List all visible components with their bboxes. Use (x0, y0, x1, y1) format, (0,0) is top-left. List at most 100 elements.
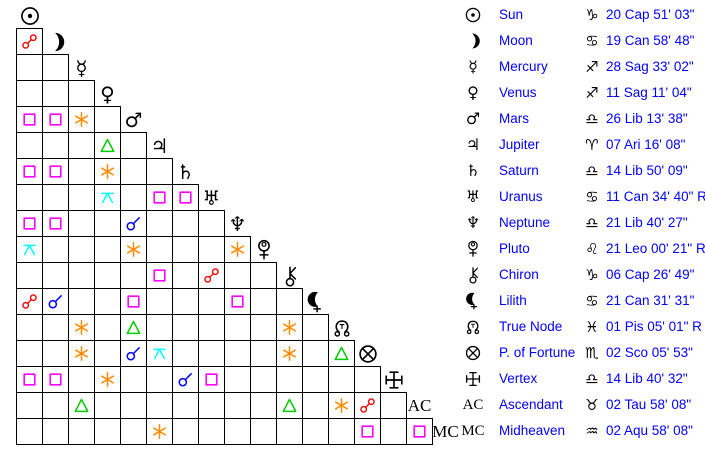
planet-name: Pluto (499, 241, 530, 256)
aspect-cell-venus-mercury (68, 80, 95, 107)
aspect-cell-MC-lilith (302, 418, 329, 445)
sextile-icon (281, 319, 298, 336)
diagonal-saturn-icon: ♄ (173, 159, 199, 185)
mc-label: MC (461, 422, 485, 439)
aspect-cell-mars-moon (42, 106, 69, 133)
pisces-icon: ♓ (585, 317, 599, 336)
aspect-cell-neptune-venus (94, 210, 121, 237)
aspect-cell-p-fortune-chiron (276, 340, 303, 367)
aspect-cell-true-node-mars (120, 314, 147, 341)
aspect-cell-pluto-sun (16, 236, 43, 263)
aspect-cell-jupiter-mercury (68, 132, 95, 159)
trine-icon (333, 345, 350, 362)
table-planet-glyph: AC (457, 392, 489, 418)
table-row-saturn: ♄ Saturn ♎ 14 Lib 50' 09" (455, 158, 705, 184)
aspect-cell-saturn-sun (16, 158, 43, 185)
planet-name: Midheaven (499, 423, 566, 438)
table-planet-glyph: ♅ (457, 184, 489, 210)
aspect-cell-true-node-mercury (68, 314, 95, 341)
libra-icon: ♎ (585, 369, 599, 388)
aspect-cell-vertex-neptune (224, 366, 251, 393)
diagonal-mars-icon: ♂ (121, 107, 147, 133)
aspect-cell-true-node-pluto (250, 314, 277, 341)
sextile-icon (229, 241, 246, 258)
aspect-cell-AC-vertex (380, 392, 407, 419)
uranus-icon: ♅ (465, 187, 481, 206)
conjunction-icon (47, 293, 64, 310)
table-row-mercury: ☿ Mercury ♐ 28 Sag 33' 02" (455, 54, 705, 80)
planet-position: 14 Lib 50' 09" (606, 163, 688, 178)
aquarius-icon: ♒ (585, 421, 599, 440)
aspect-cell-AC-moon (42, 392, 69, 419)
opposition-icon (21, 33, 38, 50)
aspect-cell-vertex-lilith (302, 366, 329, 393)
zodiac-sign-cell: ♋ (580, 184, 604, 210)
aspect-cell-MC-true-node (328, 418, 355, 445)
square-icon (411, 423, 428, 440)
aspect-cell-p-fortune-mars (120, 340, 147, 367)
mars-icon: ♂ (124, 107, 143, 132)
table-row-venus: ♀ Venus ♐ 11 Sag 11' 04" (455, 80, 705, 106)
sun-icon (19, 5, 41, 27)
aspect-cell-p-fortune-sun (16, 340, 43, 367)
aspect-cell-pluto-jupiter (146, 236, 173, 263)
planet-position: 11 Sag 11' 04" (606, 85, 692, 100)
pluto-icon (253, 239, 275, 261)
square-icon (21, 163, 38, 180)
planet-position: 02 Sco 05' 53" (606, 345, 693, 360)
aspect-cell-p-fortune-saturn (172, 340, 199, 367)
aspect-cell-MC-sun (16, 418, 43, 445)
aspect-cell-AC-true-node (328, 392, 355, 419)
trine-icon (73, 397, 90, 414)
table-planet-glyph: ♆ (457, 210, 489, 236)
zodiac-sign-cell: ♎ (580, 106, 604, 132)
aspect-cell-mars-venus (94, 106, 121, 133)
sextile-icon (73, 345, 90, 362)
opposition-icon (21, 293, 38, 310)
capricorn-icon: ♑ (585, 5, 599, 24)
aspect-cell-venus-moon (42, 80, 69, 107)
aspect-cell-chiron-saturn (172, 262, 199, 289)
aspect-cell-vertex-moon (42, 366, 69, 393)
diagonal-neptune-icon: ♆ (225, 211, 251, 237)
planet-name: Chiron (499, 267, 539, 282)
table-planet-glyph (457, 366, 489, 392)
aspect-cell-jupiter-mars (120, 132, 147, 159)
table-row-sun: Sun ♑ 20 Cap 51' 03" (455, 2, 705, 28)
planet-name: Mars (499, 111, 529, 126)
aspect-cell-mars-mercury (68, 106, 95, 133)
planet-position: 02 Aqu 58' 08" (606, 423, 693, 438)
sextile-icon (125, 241, 142, 258)
aspect-cell-true-node-moon (42, 314, 69, 341)
sextile-icon (99, 371, 116, 388)
aspect-cell-uranus-mercury (68, 184, 95, 211)
diagonal-sun-icon (17, 3, 43, 29)
aspect-cell-venus-sun (16, 80, 43, 107)
planet-name: Sun (499, 7, 524, 22)
square-icon (359, 423, 376, 440)
saturn-icon: ♄ (176, 159, 195, 184)
aspect-cell-true-node-saturn (172, 314, 199, 341)
zodiac-sign-cell: ♈ (580, 132, 604, 158)
planet-name: Mercury (499, 59, 548, 74)
cancer-icon: ♋ (585, 31, 599, 50)
aspect-cell-MC-mars (120, 418, 147, 445)
diagonal-chiron-icon (277, 263, 303, 289)
zodiac-sign-cell: ♎ (580, 158, 604, 184)
quincunx-icon (21, 241, 38, 258)
aspect-cell-AC-chiron (276, 392, 303, 419)
zodiac-sign-cell: ♋ (580, 28, 604, 54)
sagittarius-icon: ♐ (585, 57, 599, 76)
aspect-cell-neptune-mars (120, 210, 147, 237)
p-fortune-icon (464, 344, 482, 362)
mercury-icon: ☿ (468, 57, 478, 76)
aspect-cell-true-node-uranus (198, 314, 225, 341)
aspect-cell-lilith-mercury (68, 288, 95, 315)
planet-name: P. of Fortune (499, 345, 576, 360)
square-icon (125, 293, 142, 310)
aspect-cell-neptune-moon (42, 210, 69, 237)
aspect-cell-saturn-jupiter (146, 158, 173, 185)
table-planet-glyph (457, 314, 489, 340)
aspect-cell-chiron-mercury (68, 262, 95, 289)
